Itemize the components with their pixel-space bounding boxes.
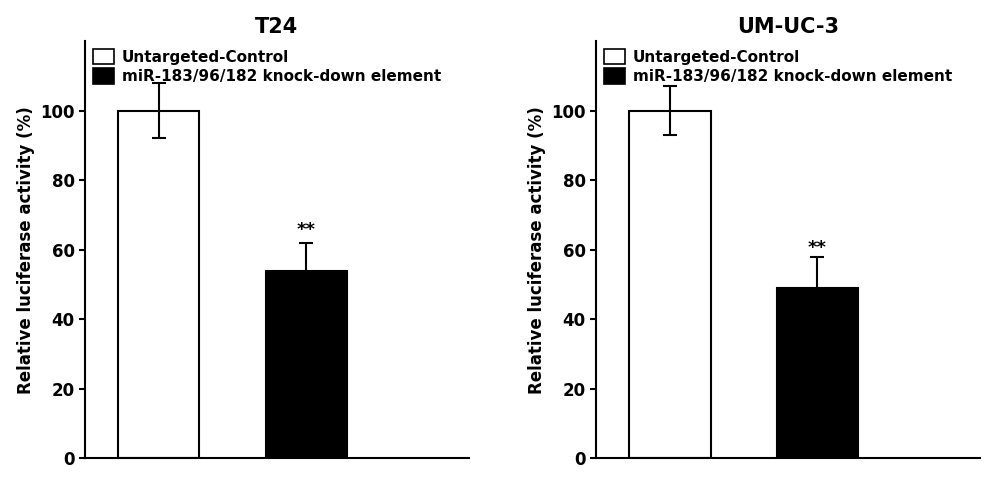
Bar: [777, 288, 858, 458]
Y-axis label: Relative luciferase activity (%): Relative luciferase activity (%): [528, 106, 546, 394]
Bar: [266, 271, 347, 458]
Bar: [118, 110, 199, 458]
Title: UM-UC-3: UM-UC-3: [737, 17, 839, 36]
Text: **: **: [297, 221, 316, 239]
Y-axis label: Relative luciferase activity (%): Relative luciferase activity (%): [17, 106, 35, 394]
Title: T24: T24: [255, 17, 298, 36]
Bar: [629, 110, 711, 458]
Legend: Untargeted-Control, miR-183/96/182 knock-down element: Untargeted-Control, miR-183/96/182 knock…: [604, 49, 952, 85]
Legend: Untargeted-Control, miR-183/96/182 knock-down element: Untargeted-Control, miR-183/96/182 knock…: [93, 49, 441, 85]
Text: **: **: [808, 239, 827, 257]
